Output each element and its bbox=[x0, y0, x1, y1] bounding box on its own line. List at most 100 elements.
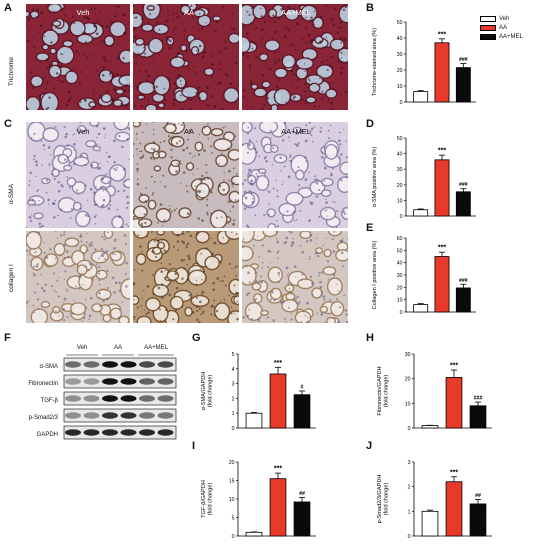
bar-aamel bbox=[455, 67, 471, 103]
bar-veh bbox=[245, 531, 263, 537]
legend-swatch-aamel bbox=[480, 33, 496, 40]
y-axis-label: Fibronectin/GAPDH(fold change) bbox=[377, 366, 390, 415]
y-tick-label: 0 bbox=[400, 100, 403, 106]
wb-head-veh: Veh bbox=[76, 345, 88, 351]
bar-aamel bbox=[455, 191, 471, 217]
micrograph-collagen-veh bbox=[26, 231, 130, 323]
wb-strip-2 bbox=[63, 391, 177, 406]
y-tick-label: 3 bbox=[232, 382, 235, 388]
y-tick-label: 30 bbox=[397, 52, 403, 58]
wb-band bbox=[83, 395, 100, 402]
panel-letter-c: C bbox=[4, 118, 12, 130]
y-tick-label: 4 bbox=[232, 367, 235, 373]
bar-aa bbox=[434, 159, 450, 217]
wb-label-tgfb: TGF-β bbox=[40, 398, 58, 404]
y-tick-label: 20 bbox=[397, 183, 403, 189]
y-tick-label: 15 bbox=[229, 479, 235, 485]
y-tick-label: 3 bbox=[408, 460, 411, 466]
legend-label-veh: Veh bbox=[499, 15, 510, 22]
row-label-asma: α-SMA bbox=[8, 183, 15, 204]
wb-band bbox=[157, 361, 174, 368]
bar-aa bbox=[269, 373, 287, 429]
panel-letter-a: A bbox=[4, 2, 12, 14]
wb-band bbox=[65, 412, 81, 419]
wb-band bbox=[139, 412, 155, 419]
col-head-aamel-a: AA+MEL bbox=[281, 8, 311, 17]
wb-band bbox=[83, 361, 100, 368]
y-tick-label: 30 bbox=[397, 273, 403, 279]
bar-aa bbox=[269, 478, 287, 537]
bar-aamel bbox=[293, 394, 311, 429]
wb-band bbox=[120, 429, 137, 436]
wb-band bbox=[139, 429, 155, 436]
y-tick-label: 0 bbox=[400, 310, 403, 316]
chart-b: Trichrome-stained area (%) 0 10 20 30 40 50 ***… bbox=[372, 14, 480, 106]
bar-aamel bbox=[293, 501, 311, 537]
micrograph-asma-veh bbox=[26, 122, 130, 228]
wb-band bbox=[83, 429, 100, 436]
y-tick-label: 0 bbox=[400, 214, 403, 220]
significance-label: *** bbox=[450, 469, 458, 476]
significance-label: *** bbox=[450, 363, 458, 370]
chart-j: p-Smad2/3/GAPDH(fold change) 0 1 2 3 *** ## bbox=[377, 454, 496, 540]
wb-band bbox=[65, 395, 81, 402]
wb-head-aamel: AA+MEL bbox=[144, 345, 168, 351]
panel-letter-i: I bbox=[192, 440, 196, 452]
y-tick-label: 30 bbox=[397, 167, 403, 173]
wb-band bbox=[65, 361, 81, 368]
wb-label-psmad: p-Smad2/3 bbox=[28, 415, 58, 421]
y-tick-label: 50 bbox=[397, 20, 403, 26]
micrograph-collagen-aa bbox=[133, 231, 239, 323]
legend-swatch-veh bbox=[480, 15, 496, 22]
wb-band bbox=[83, 412, 100, 419]
y-tick-label: 10 bbox=[397, 298, 403, 304]
wb-band bbox=[102, 395, 118, 402]
y-tick-label: 5 bbox=[232, 516, 235, 522]
bar-veh bbox=[421, 510, 439, 537]
legend-item-aamel: AA+MEL bbox=[480, 32, 523, 41]
wb-band bbox=[157, 412, 174, 419]
panel-letter-e: E bbox=[366, 222, 374, 234]
wb-band bbox=[102, 412, 118, 419]
wb-label-gapdh: GAPDH bbox=[36, 432, 58, 438]
col-head-veh-c: Veh bbox=[76, 127, 90, 136]
col-head-veh-a: Veh bbox=[76, 8, 90, 17]
panel-letter-d: D bbox=[366, 118, 374, 130]
panel-letter-f: F bbox=[4, 332, 11, 344]
y-tick-label: 0 bbox=[408, 534, 411, 540]
bar-veh bbox=[413, 304, 429, 313]
y-tick-label: 50 bbox=[397, 248, 403, 254]
panel-letter-g: G bbox=[192, 332, 201, 344]
significance-label: *** bbox=[438, 31, 446, 38]
y-tick-label: 1 bbox=[408, 509, 411, 515]
significance-label: *** bbox=[438, 148, 446, 155]
wb-band bbox=[139, 361, 155, 368]
col-head-aamel-c: AA+MEL bbox=[281, 127, 311, 136]
y-tick-label: 5 bbox=[232, 352, 235, 358]
bar-veh bbox=[413, 209, 429, 217]
bar-veh bbox=[421, 425, 439, 429]
y-tick-label: 0 bbox=[408, 426, 411, 432]
wb-label-asma: α-SMA bbox=[39, 364, 58, 370]
wb-strip-3 bbox=[63, 408, 177, 423]
significance-label: ### bbox=[459, 182, 468, 188]
y-tick-label: 0 bbox=[232, 426, 235, 432]
y-tick-label: 20 bbox=[397, 68, 403, 74]
col-head-aa-c: AA bbox=[183, 127, 194, 136]
bar-aa bbox=[434, 256, 450, 313]
wb-band bbox=[139, 395, 155, 402]
col-head-aa-a: AA bbox=[183, 8, 194, 17]
panel-letter-b: B bbox=[366, 2, 374, 14]
micrograph-collagen-aamel bbox=[242, 231, 348, 323]
y-axis-label: p-Smad2/3/GAPDH(fold change) bbox=[377, 475, 390, 524]
wb-band bbox=[139, 378, 155, 385]
chart-g: α-SMA/GAPDH(fold change) 0 1 2 3 4 5 *** # bbox=[201, 346, 320, 432]
wb-label-fibronectin: Fibronectin bbox=[28, 381, 58, 387]
micrograph-trichrome-veh bbox=[26, 4, 130, 110]
legend-item-veh: Veh bbox=[480, 14, 523, 23]
wb-band bbox=[65, 429, 81, 436]
chart-e: Collagen I positive area (%) 0 10 20 30 40 50 6… bbox=[372, 230, 480, 316]
bar-veh bbox=[245, 412, 263, 429]
legend-item-aa: AA bbox=[480, 23, 523, 32]
wb-band bbox=[157, 429, 174, 436]
